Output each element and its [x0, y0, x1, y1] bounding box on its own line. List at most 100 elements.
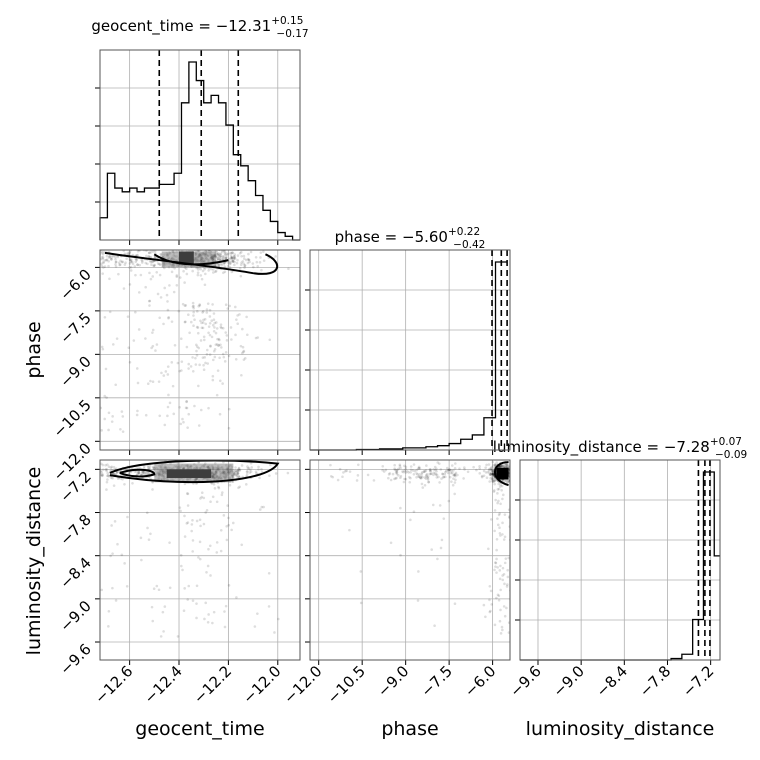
sample-point: [100, 588, 104, 592]
sample-point: [139, 536, 143, 540]
sample-point: [120, 410, 124, 413]
sample-point: [104, 463, 107, 467]
sample-point: [187, 584, 191, 588]
sample-point: [166, 373, 170, 376]
sample-point: [437, 475, 440, 479]
sample-point: [398, 463, 402, 467]
sample-point: [504, 465, 508, 468]
sample-point: [234, 473, 238, 477]
sample-point: [155, 270, 159, 274]
sample-point: [215, 393, 219, 397]
sample-point: [497, 487, 501, 491]
sample-point: [488, 610, 492, 614]
sample-point: [110, 465, 114, 469]
sample-point: [175, 274, 179, 277]
sample-point: [192, 324, 195, 328]
sample-point: [494, 561, 498, 565]
sample-point: [438, 504, 442, 507]
sample-point: [454, 478, 457, 482]
sample-point: [191, 519, 194, 522]
x-tick-label-geocent-time: −12.0: [239, 662, 284, 707]
sample-point: [137, 471, 141, 474]
x-tick-label-luminosity-distance: −9.6: [506, 662, 544, 700]
sample-point: [255, 472, 258, 475]
sample-point: [256, 336, 260, 339]
sample-point: [212, 318, 216, 322]
sample-point: [450, 469, 453, 473]
sample-point: [107, 625, 110, 628]
sample-point: [204, 361, 207, 365]
sample-point: [490, 472, 494, 476]
title-lower-error-1: −0.42: [453, 239, 485, 251]
sample-point: [115, 471, 119, 475]
sample-point: [179, 553, 183, 557]
sample-point: [448, 468, 451, 472]
sample-point: [399, 466, 402, 470]
sample-point: [249, 470, 253, 473]
sample-point: [336, 478, 340, 482]
sample-point: [133, 265, 137, 268]
sample-point: [273, 631, 276, 634]
sample-point: [218, 338, 221, 342]
sample-point: [185, 345, 189, 349]
sample-point: [233, 246, 236, 249]
sample-point: [172, 412, 176, 416]
title-upper-error-1: +0.22: [448, 226, 480, 238]
sample-point: [128, 258, 132, 261]
sample-point: [100, 255, 104, 259]
sample-point: [230, 259, 234, 262]
sample-point: [149, 255, 152, 259]
sample-point: [502, 572, 506, 576]
sample-point: [219, 528, 223, 532]
sample-point: [359, 601, 363, 605]
sample-point: [395, 470, 399, 473]
sample-point: [123, 562, 126, 565]
sample-point: [501, 566, 505, 570]
sample-point: [331, 475, 335, 479]
sample-point: [423, 470, 427, 473]
sample-point: [393, 477, 396, 481]
title-main-0: geocent_time = −12.31: [91, 17, 271, 36]
sample-point: [231, 259, 235, 263]
sample-point: [494, 561, 497, 564]
sample-point: [233, 257, 237, 260]
sample-point: [116, 477, 120, 480]
sample-point: [232, 256, 236, 260]
sample-point: [493, 529, 496, 533]
sample-point: [399, 474, 403, 478]
sample-point: [180, 360, 184, 363]
sample-point: [110, 257, 113, 261]
sample-point: [247, 258, 251, 262]
x-tick-label-geocent-time: −12.4: [141, 662, 186, 707]
x-tick-label-luminosity-distance: −9.0: [549, 662, 587, 700]
sample-point: [208, 333, 212, 337]
sample-point: [448, 468, 452, 472]
sample-point: [197, 268, 200, 271]
sample-point: [448, 475, 452, 479]
sample-point: [126, 515, 129, 519]
sample-point: [136, 381, 140, 385]
sample-point: [168, 401, 172, 405]
sample-point: [480, 475, 484, 479]
sample-point: [260, 268, 263, 272]
sample-point: [125, 257, 128, 260]
y-tick-label-luminosity-distance: −7.8: [56, 511, 94, 549]
sample-point: [116, 542, 119, 546]
sample-point: [426, 478, 430, 481]
sample-point: [227, 516, 230, 520]
sample-point: [151, 328, 155, 332]
sample-point: [223, 252, 227, 255]
sample-point: [138, 263, 141, 267]
sample-point: [344, 469, 347, 473]
sample-point: [217, 485, 220, 489]
sample-point: [147, 467, 151, 470]
sample-point: [191, 356, 194, 359]
sample-point: [200, 491, 204, 494]
sample-point: [225, 255, 228, 259]
sample-point: [102, 261, 105, 265]
sample-point: [135, 258, 138, 261]
contour-outer: [104, 251, 279, 275]
sample-point: [501, 574, 504, 577]
sample-point: [200, 321, 203, 325]
sample-point: [149, 251, 153, 254]
